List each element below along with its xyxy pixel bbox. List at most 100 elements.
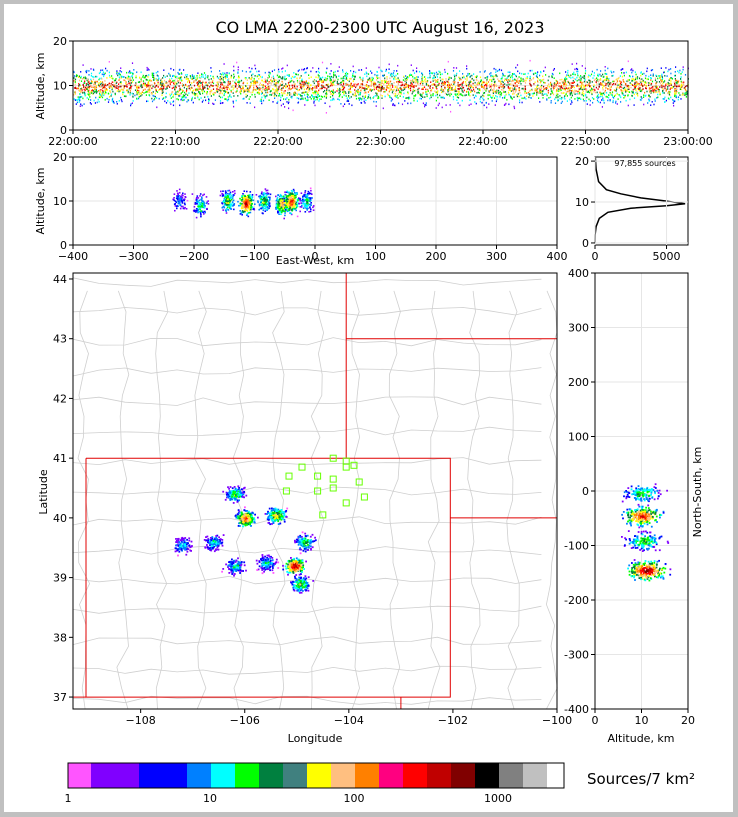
time-height-cell [287,82,290,84]
time-height-cell [434,84,436,86]
time-height-cell [249,102,251,104]
time-height-cell [237,68,239,71]
time-height-cell [477,88,479,90]
time-height-cell [154,95,156,98]
time-height-cell [462,73,464,75]
time-height-cell [458,76,460,79]
time-height-cell [81,78,83,80]
time-height-cell [298,89,301,91]
time-height-cell [189,81,191,84]
time-height-cell [659,92,661,95]
time-height-cell [120,77,122,79]
time-height-cell [88,94,90,96]
time-height-cell [175,86,177,89]
time-height-cell [362,80,364,83]
east-west-cell [229,203,232,205]
time-height-cell [355,71,357,74]
time-height-cell [214,99,216,101]
time-height-cell [645,87,647,89]
time-height-cell [552,92,554,94]
time-height-cell [455,67,458,69]
time-height-cell [668,90,670,93]
east-west-cell [250,206,252,208]
time-height-cell [442,78,444,81]
time-height-cell [541,90,543,93]
time-height-cell [420,97,422,100]
time-height-cell [479,100,481,103]
time-height-cell [579,92,581,94]
time-height-cell [146,69,148,71]
time-height-cell [618,94,620,96]
time-height-cell [437,78,439,81]
time-height-cell [162,89,164,91]
time-height-cell [600,95,602,98]
time-height-cell [435,80,437,82]
time-height-cell [494,80,496,83]
time-height-cell [580,85,583,88]
time-height-cell [218,95,220,97]
time-height-cell [410,102,412,105]
time-height-cell [666,75,668,77]
time-height-cell [78,85,80,87]
time-height-cell [342,85,344,87]
time-height-cell [82,97,84,100]
time-height-cell [240,88,242,90]
time-height-cell [677,70,679,72]
time-height-cell [179,95,181,97]
time-height-cell [96,90,98,93]
time-height-cell [597,93,599,96]
time-height-cell [381,80,383,82]
time-height-cell [248,77,250,79]
time-height-cell [338,75,340,77]
time-height-cell [108,86,110,88]
time-height-cell [463,76,465,79]
time-height-cell [654,77,657,80]
east-west-cell [265,192,267,195]
time-height-cell [332,89,334,91]
time-height-cell [80,91,82,93]
time-height-cell [196,88,198,91]
east-west-cell [267,199,270,202]
time-height-cell [76,87,78,90]
time-height-cell [197,85,199,87]
east-west-cell [224,203,226,205]
time-height-cell [529,93,531,95]
time-height-cell [587,76,589,78]
time-height-cell [80,71,82,73]
time-height-cell [630,69,632,71]
time-height-cell [144,82,146,85]
time-height-cell [138,97,140,100]
time-height-cell [139,92,141,95]
east-west-cell [247,215,250,218]
time-height-cell [253,77,255,80]
time-height-cell [198,81,201,84]
time-height-cell [609,91,611,94]
time-height-cell [330,79,332,81]
time-height-cell [626,84,628,87]
time-height-cell [498,69,500,72]
time-height-cell [641,89,643,92]
time-height-cell [680,73,682,75]
time-height-cell [206,92,208,95]
time-height-cell [628,87,630,89]
time-height-cell [628,79,630,81]
time-height-cell [574,68,576,71]
time-height-cell [461,99,463,102]
time-height-cell [466,79,468,81]
time-height-cell [330,93,332,95]
time-height-cell [655,74,657,77]
time-height-cell [345,92,347,95]
east-west-cell [201,196,203,198]
time-height-cell [676,81,679,83]
time-height-cell [227,98,230,101]
time-height-cell [553,68,555,70]
time-height-cell [323,95,326,98]
time-height-cell [254,81,257,83]
time-height-cell [437,81,439,83]
time-height-cell [638,89,641,92]
time-height-cell [378,66,380,69]
time-height-cell [601,95,603,97]
time-height-cell [152,91,154,93]
time-height-cell [102,82,105,85]
time-height-cell [379,85,381,87]
